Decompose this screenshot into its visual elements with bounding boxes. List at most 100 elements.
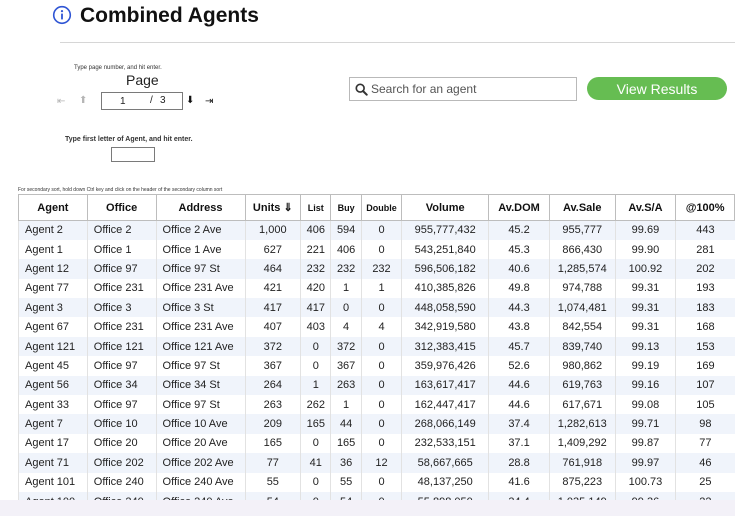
table-cell: 1 [360,278,402,299]
table-cell: Office 10 [86,414,157,434]
column-header-av-sale[interactable]: Av.Sale [548,194,616,221]
table-cell: Office 20 [86,433,157,454]
table-cell: Agent 17 [18,433,88,454]
last-page-icon[interactable]: ⇥ [205,96,214,107]
table-cell: 0 [300,336,331,357]
table-cell: 1,285,574 [548,259,616,279]
table-cell: 232 [330,259,362,279]
column-header-address[interactable]: Address [155,194,246,221]
column-header-av-s-a[interactable]: Av.S/A [614,194,677,221]
column-header-buy[interactable]: Buy [330,194,362,221]
table-row[interactable]: Agent 101 Office 240 Office 240 Ave 55 0 55 0 4… [18,472,735,492]
table-cell: 58,667,665 [401,453,489,473]
footer-strip [0,500,735,516]
table-cell: Office 202 [86,453,157,473]
first-page-icon[interactable]: ⇤ [57,96,66,107]
page-number-box: / 3 [101,92,183,110]
table-cell: 0 [360,356,402,376]
table-cell: 107 [675,375,735,396]
table-row[interactable]: Agent 17 Office 20 Office 20 Ave 165 0 165 0 23… [18,433,735,454]
next-page-icon[interactable]: ⬇ [186,95,195,106]
table-row[interactable]: Agent 56 Office 34 Office 34 St 264 1 263 0 163… [18,375,735,396]
table-cell: Office 3 [86,298,157,318]
table-cell: Office 10 Ave [155,414,246,434]
column-header-office[interactable]: Office [86,194,157,221]
table-row[interactable]: Agent 71 Office 202 Office 202 Ave 77 41 36 12… [18,453,735,473]
table-cell: 980,862 [548,356,616,376]
table-row[interactable]: Agent 12 Office 97 Office 97 St 464 232 232 23… [18,259,735,279]
column-header-av-dom[interactable]: Av.DOM [488,194,550,221]
table-cell: 1,282,613 [548,414,616,434]
table-cell: 0 [360,336,402,357]
page-number-input[interactable] [120,95,146,107]
table-cell: 100.92 [614,259,676,279]
table-cell: 268,066,149 [401,414,489,434]
table-cell: 99.71 [614,414,676,434]
table-cell: 264 [244,375,301,396]
table-cell: 312,383,415 [401,336,489,357]
column-header-agent[interactable]: Agent [18,194,88,221]
table-cell: 44.3 [488,298,550,318]
table-cell: Office 20 Ave [155,433,246,454]
table-cell: 99.31 [614,317,676,337]
table-cell: Office 97 St [155,259,246,279]
table-cell: 202 [675,259,735,279]
table-cell: 168 [675,317,735,337]
table-cell: Office 231 Ave [155,278,246,299]
table-row[interactable]: Agent 45 Office 97 Office 97 St 367 0 367 0 359… [18,356,735,376]
table-cell: Agent 56 [18,375,88,396]
table-cell: 0 [360,414,402,434]
table-cell: 4 [360,317,402,337]
table-row[interactable]: Agent 1 Office 1 Office 1 Ave 627 221 406 0 543… [18,239,735,260]
table-cell: Office 2 Ave [155,220,246,240]
column-header-double[interactable]: Double [360,194,403,221]
view-results-button[interactable]: View Results [587,77,727,100]
table-row[interactable]: Agent 2 Office 2 Office 2 Ave 1,000 406 594 0 9… [18,220,735,240]
table-row[interactable]: Agent 33 Office 97 Office 97 St 263 262 1 0 162… [18,395,735,415]
table-cell: Office 2 [86,220,157,240]
table-cell: Office 34 [86,375,157,396]
table-cell: 0 [330,298,362,318]
table-cell: 417 [300,298,331,318]
table-cell: Office 1 [86,239,157,260]
table-cell: Agent 77 [18,278,88,299]
table-cell: 163,617,417 [401,375,489,396]
table-cell: 25 [675,472,735,492]
prev-page-icon[interactable]: ⬆ [79,95,88,106]
column-header-list[interactable]: List [300,194,332,221]
table-cell: 417 [244,298,301,318]
table-cell: 162,447,417 [401,395,489,415]
info-circle-icon[interactable] [52,5,72,25]
table-cell: 359,976,426 [401,356,489,376]
page-number-hint: Type page number, and hit enter. [74,65,162,71]
table-cell: 48,137,250 [401,472,489,492]
table-cell: Office 1 Ave [155,239,246,260]
table-cell: 165 [244,433,301,454]
table-row[interactable]: Agent 67 Office 231 Office 231 Ave 407 403 4 4… [18,317,735,337]
table-row[interactable]: Agent 77 Office 231 Office 231 Ave 421 420 1 1… [18,278,735,299]
table-cell: 98 [675,414,735,434]
table-cell: Office 3 St [155,298,246,318]
table-row[interactable]: Agent 7 Office 10 Office 10 Ave 209 165 44 0 26… [18,414,735,434]
table-cell: 45.3 [488,239,550,260]
table-cell: Office 34 St [155,375,246,396]
table-cell: 443 [675,220,735,240]
table-cell: 99.31 [614,278,676,299]
results-table-wrapper: Agent Office Address Units ⇓ List Buy Do… [18,194,735,512]
column-header-volume[interactable]: Volume [401,194,490,221]
table-row[interactable]: Agent 121 Office 121 Office 121 Ave 372 0 372… [18,336,735,357]
table-cell: 40.6 [488,259,550,279]
table-cell: 165 [330,433,362,454]
table-cell: 99.13 [614,336,676,357]
search-input[interactable] [371,82,571,96]
letter-filter-input[interactable] [111,147,155,162]
column-header-at-100[interactable]: @100% [675,194,735,221]
table-cell: 407 [244,317,301,337]
column-header-units[interactable]: Units ⇓ [244,194,302,221]
table-row[interactable]: Agent 3 Office 3 Office 3 St 417 417 0 0 448,05… [18,298,735,318]
table-cell: 232,533,151 [401,433,489,454]
table-cell: Office 121 [86,336,157,357]
table-cell: 183 [675,298,735,318]
table-cell: Agent 33 [18,395,88,415]
table-cell: 617,671 [548,395,616,415]
